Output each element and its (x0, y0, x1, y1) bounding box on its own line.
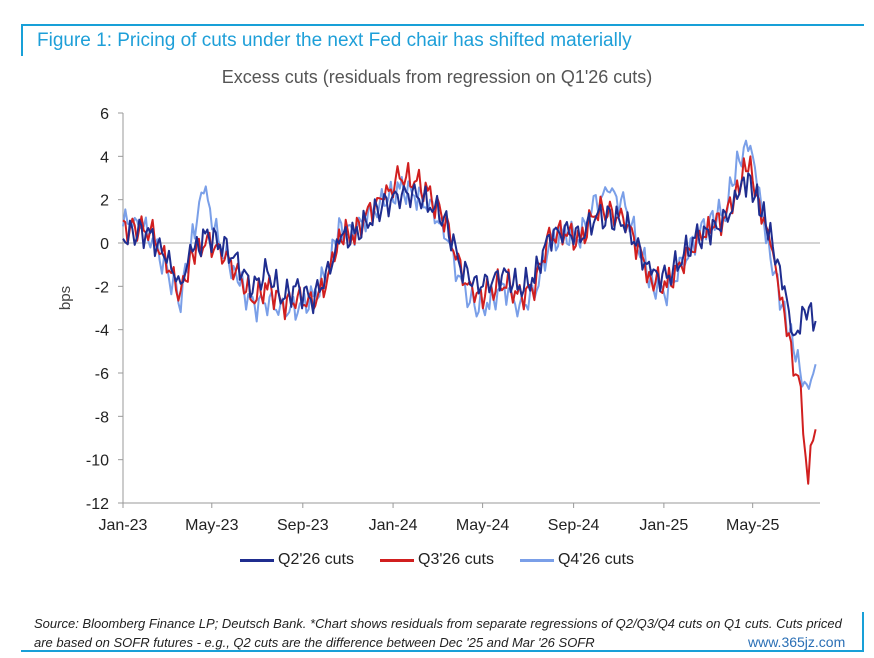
legend-swatch (519, 558, 554, 562)
source-note: Source: Bloomberg Finance LP; Deutsch Ba… (34, 616, 842, 650)
series-layer (122, 139, 817, 485)
y-tick-label: -12 (86, 496, 109, 513)
legend-item: Q3'26 cuts (380, 551, 494, 569)
frame-left-border (21, 26, 23, 56)
y-tick-label: -6 (95, 366, 109, 383)
chart-title: Excess cuts (residuals from regression o… (221, 67, 653, 87)
frame-right-border (862, 612, 864, 650)
legend-swatch (240, 558, 275, 562)
frame-bottom-border (21, 650, 864, 652)
figure-title: Figure 1: Pricing of cuts under the next… (37, 30, 632, 51)
frame-top-border (21, 24, 864, 26)
x-tick-label: Jan-25 (639, 517, 688, 534)
legend-label: Q2'26 cuts (278, 551, 354, 568)
legend-item: Q2'26 cuts (240, 551, 354, 569)
chart-axes: 6 4 2 0 -2 -4 -6 -8 -10 -12 Jan-23 May-23 Sep-23 Jan-… (57, 106, 820, 534)
y-tick-label: -4 (95, 323, 109, 340)
y-tick-label: 6 (100, 106, 109, 123)
watermark: www.365jz.com (748, 634, 846, 650)
x-tick-label: Jan-24 (369, 517, 418, 534)
x-tick-label: Jan-23 (99, 517, 148, 534)
legend-label: Q4'26 cuts (557, 551, 634, 568)
y-tick-label: -8 (95, 409, 109, 426)
x-tick-label: Sep-24 (548, 517, 600, 534)
legend-label: Q3'26 cuts (418, 551, 494, 568)
series-line-2q (122, 172, 817, 337)
y-tick-label: -2 (95, 279, 109, 296)
legend-swatch (380, 558, 414, 562)
series-line-3q (122, 155, 817, 485)
y-tick-label: 2 (100, 193, 109, 210)
y-tick-label: 4 (100, 149, 109, 166)
y-axis-label: bps (57, 286, 74, 310)
y-tick-label: -10 (86, 453, 109, 470)
line-chart: 6 4 2 0 -2 -4 -6 -8 -10 -12 Jan-23 May-23 Sep-23 Jan-… (57, 106, 820, 534)
y-tick-label: 0 (100, 236, 109, 253)
x-tick-label: May-24 (456, 517, 509, 534)
x-tick-label: Sep-23 (277, 517, 329, 534)
chart-legend: Q2'26 cuts Q3'26 cuts Q4'26 cuts (0, 551, 874, 569)
legend-item: Q4'26 cuts (519, 551, 634, 569)
x-tick-label: May-23 (185, 517, 238, 534)
series-line-4q (122, 139, 817, 390)
x-tick-label: May-25 (726, 517, 779, 534)
